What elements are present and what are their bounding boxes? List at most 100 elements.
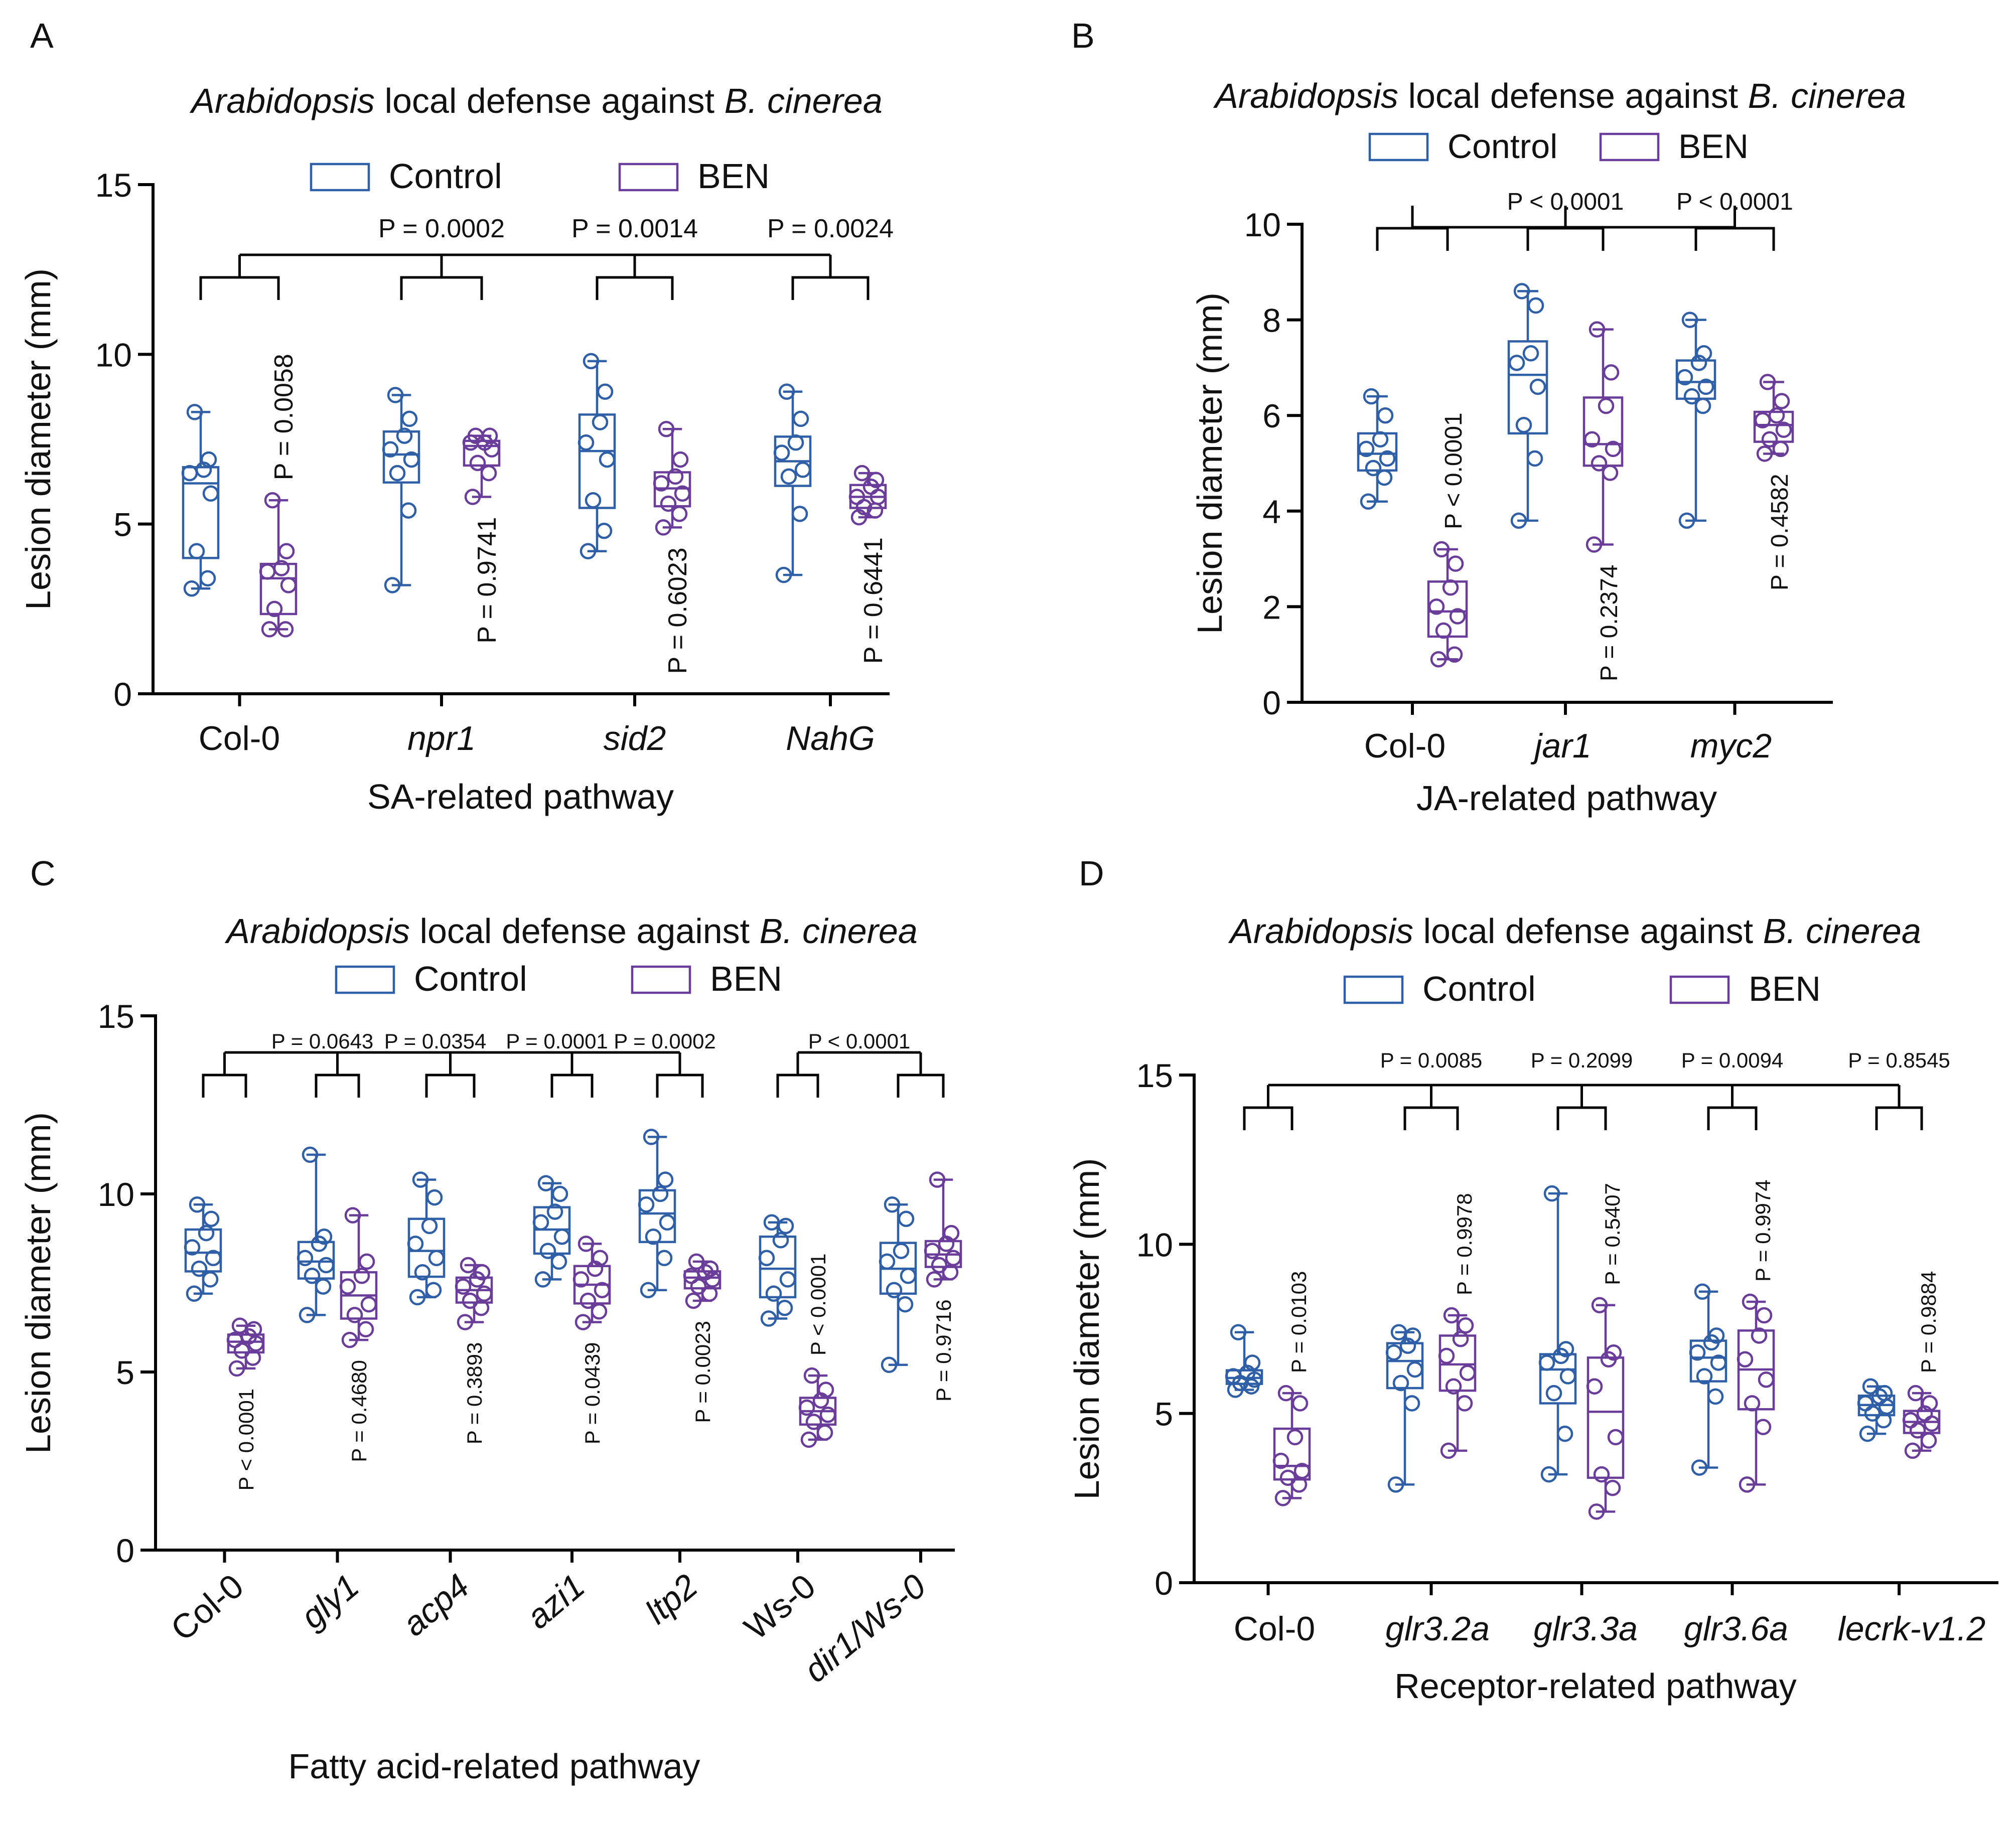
within-p-value: P = 0.9716 [932, 1299, 955, 1402]
data-point [1754, 412, 1771, 428]
data-point [203, 1210, 220, 1227]
data-point [580, 1292, 597, 1309]
data-point [191, 1260, 208, 1277]
data-point [467, 427, 484, 444]
data-point [457, 1314, 474, 1330]
data-point [594, 1282, 611, 1298]
data-point [186, 404, 203, 420]
y-tick-label: 2 [1262, 588, 1281, 626]
data-point [261, 621, 278, 638]
data-point [304, 1268, 321, 1284]
data-point [1449, 608, 1466, 625]
data-point [1559, 1368, 1576, 1385]
data-point [539, 1243, 556, 1259]
box-ben-myc2 [1753, 374, 1794, 462]
data-point [273, 560, 290, 576]
data-point [1689, 1344, 1706, 1361]
data-point [1379, 450, 1396, 467]
data-point [1739, 1476, 1756, 1493]
data-point [787, 434, 804, 451]
box-iqr [463, 439, 501, 467]
category-label: jar1 [1530, 727, 1591, 765]
data-point [929, 1171, 946, 1188]
data-point [1291, 1395, 1309, 1412]
data-point [1708, 1327, 1725, 1344]
between-p-value: P = 0.0094 [1681, 1048, 1784, 1072]
within-p-value: P = 0.0058 [269, 354, 299, 480]
data-point [578, 1236, 595, 1252]
data-point [671, 506, 688, 522]
data-point [278, 543, 295, 560]
data-point [777, 1217, 794, 1235]
category-label: Col-0 [164, 1567, 250, 1648]
panel-letter: A [30, 16, 54, 55]
legend-label-ben: BEN [697, 157, 770, 196]
legend-swatch-ben [1599, 132, 1660, 162]
title-text: local defense against [410, 911, 760, 951]
box-control-col-0 [1225, 1324, 1263, 1398]
box-ben-azi1 [572, 1236, 611, 1330]
data-point [1696, 1368, 1713, 1385]
data-point [280, 577, 297, 593]
category-label: sid2 [604, 719, 666, 757]
data-point [1556, 1425, 1573, 1442]
data-point [1456, 1395, 1473, 1412]
data-point [886, 1282, 903, 1298]
data-point [1904, 1442, 1921, 1459]
data-point [900, 1268, 917, 1284]
data-point [819, 1406, 836, 1423]
title-italic: Arabidopsis [224, 911, 410, 951]
data-point [638, 1196, 655, 1213]
legend-swatch-ben [631, 965, 691, 994]
data-point [794, 462, 811, 478]
pair-bracket [1403, 1085, 1459, 1130]
data-point [1694, 1283, 1711, 1300]
data-point [400, 502, 417, 519]
data-point [1435, 622, 1452, 639]
within-p-value: P < 0.0001 [806, 1254, 830, 1356]
within-p-value: P = 0.4680 [347, 1360, 371, 1462]
data-point [702, 1260, 719, 1277]
within-p-value: P = 0.0023 [691, 1321, 714, 1423]
y-tick-label: 4 [1262, 493, 1281, 530]
category-label: glr3.2a [1385, 1610, 1490, 1648]
box-control-col-0 [184, 1196, 222, 1302]
data-point [765, 1285, 782, 1302]
data-point [480, 465, 497, 482]
category-label: npr1 [407, 719, 476, 757]
data-point [1522, 345, 1539, 362]
data-point [853, 465, 871, 482]
box-iqr [1507, 340, 1548, 435]
data-point [277, 621, 294, 638]
pair-bracket [897, 1052, 945, 1098]
data-point [591, 1303, 608, 1320]
data-point [1921, 1395, 1938, 1412]
title-italic: Arabidopsis [1228, 911, 1413, 951]
data-point [357, 1321, 374, 1338]
data-point [583, 353, 600, 370]
between-p-value: P < 0.0001 [1507, 189, 1624, 215]
box-iqr [759, 1235, 797, 1299]
y-tick-label: 15 [1136, 1057, 1173, 1094]
data-point [421, 1217, 438, 1235]
category-label: azi1 [519, 1567, 592, 1636]
category-label: NahG [786, 719, 875, 757]
y-axis-label: Lesion diameter (mm) [19, 1112, 58, 1454]
data-point [1445, 1378, 1462, 1395]
category-label: acp4 [395, 1567, 477, 1643]
within-p-value: P = 0.9884 [1917, 1271, 1940, 1374]
data-point [924, 1243, 941, 1259]
legend-label-control: Control [414, 959, 527, 998]
box-control-gly1 [297, 1146, 335, 1323]
between-p-value: P = 0.2099 [1531, 1048, 1633, 1072]
data-point [1591, 455, 1608, 472]
data-point [550, 1253, 567, 1270]
data-point [1593, 1466, 1610, 1483]
data-point [868, 472, 885, 488]
category-label: glr3.6a [1684, 1610, 1788, 1648]
chart-title: Arabidopsis local defense against B. cin… [1213, 76, 1906, 115]
box-iqr [1753, 410, 1794, 443]
data-point [341, 1331, 358, 1348]
data-point [688, 1253, 705, 1270]
y-tick-label: 15 [95, 167, 132, 204]
